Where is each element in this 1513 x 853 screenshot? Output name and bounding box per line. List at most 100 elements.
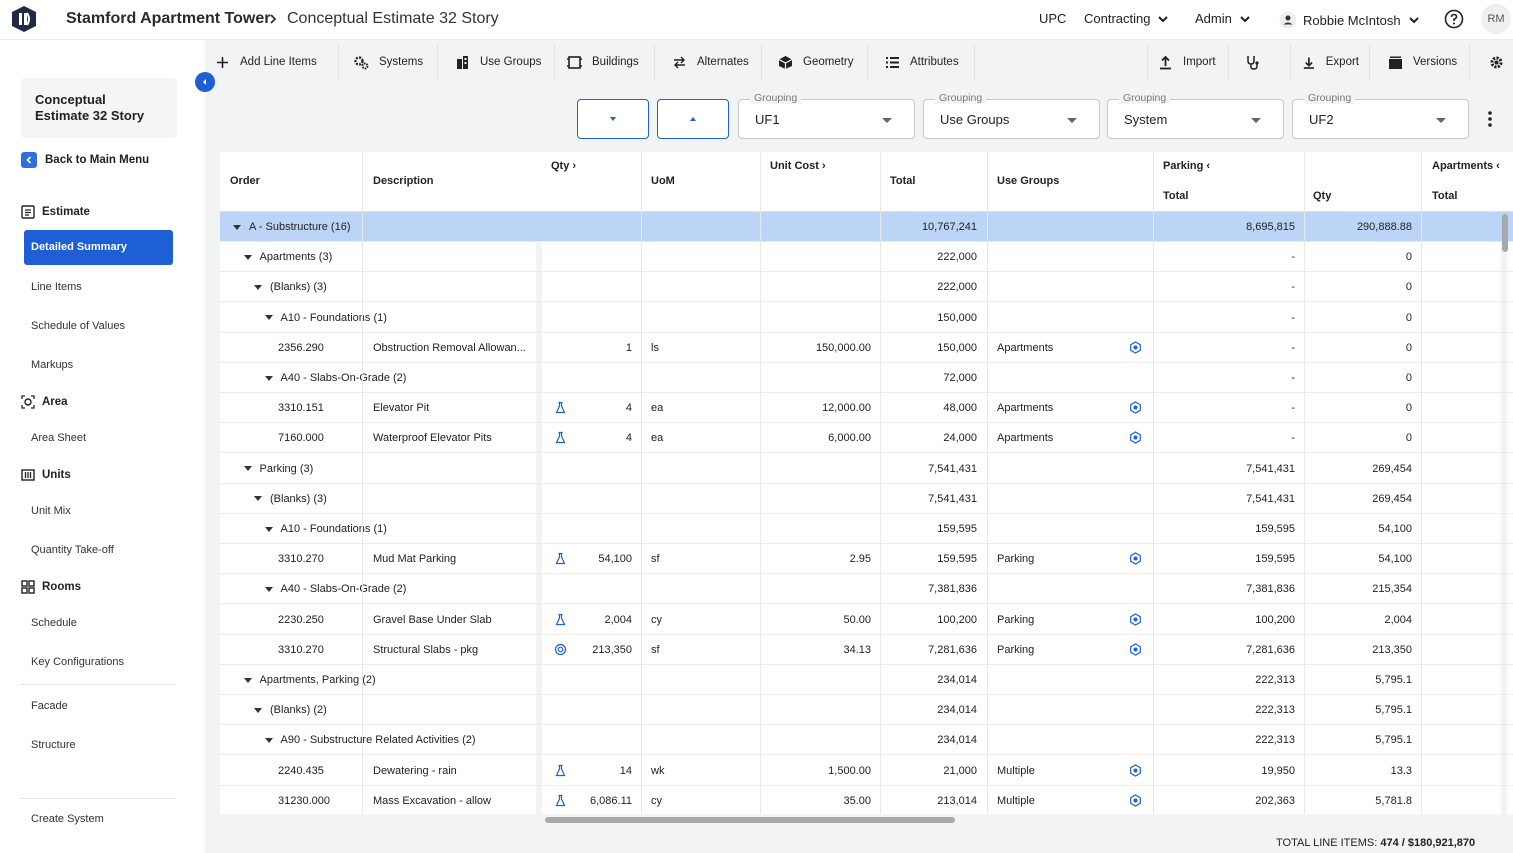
table-row[interactable]: (Blanks) (3) 222,000 - 0 xyxy=(220,272,1513,303)
header-parking-total[interactable]: Total xyxy=(1163,190,1189,202)
sidebar-item-quantity-takeoff[interactable]: Quantity Take-off xyxy=(31,544,114,556)
diagnostics-button[interactable] xyxy=(1235,44,1291,80)
sidebar-item-structure[interactable]: Structure xyxy=(31,739,76,751)
flask-icon[interactable] xyxy=(554,401,567,414)
header-description[interactable]: Description xyxy=(373,175,434,187)
nav-admin[interactable]: Admin xyxy=(1195,11,1252,26)
sidebar-item-line-items[interactable]: Line Items xyxy=(31,281,82,293)
sidebar-item-markups[interactable]: Markups xyxy=(31,359,74,371)
nav-upc[interactable]: UPC xyxy=(1039,11,1066,26)
attributes-button[interactable]: Attributes xyxy=(875,44,975,80)
header-use-groups[interactable]: Use Groups xyxy=(997,175,1060,187)
flask-icon[interactable] xyxy=(554,794,567,807)
alternates-button[interactable]: Alternates xyxy=(662,44,762,80)
cell-order[interactable]: A40 - Slabs-On-Grade (2) xyxy=(264,372,406,384)
header-total[interactable]: Total xyxy=(890,175,916,187)
expand-toggle-icon[interactable] xyxy=(264,315,273,321)
header-apartments[interactable]: Apartments ‹ xyxy=(1432,160,1500,172)
sidebar-item-area-sheet[interactable]: Area Sheet xyxy=(31,432,87,444)
cell-order[interactable]: (Blanks) (2) xyxy=(254,704,327,716)
expand-toggle-icon[interactable] xyxy=(243,254,252,260)
use-group-hex-icon[interactable] xyxy=(1129,341,1142,354)
flask-icon[interactable] xyxy=(554,431,567,444)
grouping-select-1[interactable]: Grouping UF1 xyxy=(738,92,915,139)
breadcrumb-project[interactable]: Stamford Apartment Tower xyxy=(66,10,271,27)
settings-gear-icon[interactable] xyxy=(1489,55,1504,70)
expand-toggle-icon[interactable] xyxy=(233,224,241,230)
table-row[interactable]: A90 - Substructure Related Activities (2… xyxy=(220,725,1513,756)
use-group-hex-icon[interactable] xyxy=(1129,401,1142,414)
table-row[interactable]: (Blanks) (3) 7,541,431 7,541,431 269,454 xyxy=(220,484,1513,514)
table-row[interactable]: A10 - Foundations (1) 150,000 - 0 xyxy=(220,303,1513,333)
create-system-link[interactable]: Create System xyxy=(31,813,104,825)
sort-descending-button[interactable] xyxy=(577,99,649,139)
use-group-hex-icon[interactable] xyxy=(1129,612,1142,626)
cell-order[interactable]: (Blanks) (3) xyxy=(254,493,327,505)
table-row[interactable]: A40 - Slabs-On-Grade (2) 72,000 - 0 xyxy=(220,363,1513,393)
cell-order[interactable]: A90 - Substructure Related Activities (2… xyxy=(264,734,476,746)
sidebar-item-schedule-of-values[interactable]: Schedule of Values xyxy=(31,320,125,332)
cell-order[interactable]: A40 - Slabs-On-Grade (2) xyxy=(264,583,406,595)
table-row[interactable]: 2356.290 Obstruction Removal Allowan... 1 l… xyxy=(220,333,1513,363)
app-logo-icon[interactable] xyxy=(10,5,38,33)
table-row[interactable]: 2240.435 Dewatering - rain 14 wk 1,500.00 21,… xyxy=(220,756,1513,786)
grouping-select-4[interactable]: Grouping UF2 xyxy=(1292,92,1469,139)
section-area[interactable]: Area xyxy=(21,395,68,409)
versions-button[interactable]: Versions xyxy=(1378,44,1470,80)
header-unit-cost[interactable]: Unit Cost › xyxy=(770,160,826,172)
table-row[interactable]: Parking (3) 7,541,431 7,541,431 269,454 xyxy=(220,454,1513,484)
header-parking-qty[interactable]: Qty xyxy=(1313,190,1332,202)
geometry-button[interactable]: Geometry xyxy=(768,44,868,80)
table-row[interactable]: Apartments (3) 222,000 - 0 xyxy=(220,242,1513,273)
export-button[interactable]: Export xyxy=(1292,44,1370,80)
breadcrumb-estimate[interactable]: Conceptual Estimate 32 Story xyxy=(287,10,499,27)
use-groups-button[interactable]: Use Groups xyxy=(445,44,555,80)
back-to-main-menu[interactable]: Back to Main Menu xyxy=(21,152,149,168)
table-row[interactable]: 3310.270 Structural Slabs - pkg 213,350 sf 3… xyxy=(220,635,1513,665)
use-group-hex-icon[interactable] xyxy=(1129,431,1142,445)
nav-contracting[interactable]: Contracting xyxy=(1084,11,1170,26)
use-group-hex-icon[interactable] xyxy=(1129,643,1142,656)
buildings-button[interactable]: Buildings xyxy=(557,44,655,80)
vertical-scrollbar[interactable] xyxy=(1502,214,1508,252)
expand-toggle-icon[interactable] xyxy=(264,586,273,592)
header-qty[interactable]: Qty › xyxy=(551,160,577,172)
expand-toggle-icon[interactable] xyxy=(254,496,262,502)
expand-toggle-icon[interactable] xyxy=(264,375,273,381)
flask-icon[interactable] xyxy=(554,764,567,777)
avatar[interactable]: RM xyxy=(1481,4,1511,34)
table-row[interactable]: A40 - Slabs-On-Grade (2) 7,381,836 7,381,8… xyxy=(220,574,1513,605)
cell-order[interactable]: Apartments (3) xyxy=(243,251,332,263)
cell-order[interactable]: Apartments, Parking (2) xyxy=(243,674,376,686)
header-apartments-total[interactable]: Total xyxy=(1432,190,1458,202)
use-group-hex-icon[interactable] xyxy=(1129,794,1142,807)
flask-icon[interactable] xyxy=(554,552,567,565)
section-units[interactable]: Units xyxy=(21,468,71,482)
expand-toggle-icon[interactable] xyxy=(264,526,273,532)
import-button[interactable]: Import xyxy=(1147,44,1229,80)
use-group-hex-icon[interactable] xyxy=(1129,763,1142,777)
expand-toggle-icon[interactable] xyxy=(254,284,262,290)
sidebar-item-unit-mix[interactable]: Unit Mix xyxy=(31,505,71,517)
cell-order[interactable]: A10 - Foundations (1) xyxy=(264,523,387,535)
sidebar-item-key-configurations[interactable]: Key Configurations xyxy=(31,656,124,668)
table-row[interactable]: 31230.000 Mass Excavation - allow 6,086.11… xyxy=(220,786,1513,814)
cell-order[interactable]: A10 - Foundations (1) xyxy=(264,312,387,324)
cell-order[interactable]: A - Substructure (16) xyxy=(233,221,351,233)
flask-icon[interactable] xyxy=(554,613,567,626)
grouping-select-2[interactable]: Grouping Use Groups xyxy=(923,92,1100,139)
table-row[interactable]: 7160.000 Waterproof Elevator Pits 4 ea 6,000… xyxy=(220,423,1513,454)
table-row[interactable]: A10 - Foundations (1) 159,595 159,595 54,10… xyxy=(220,514,1513,544)
header-order[interactable]: Order xyxy=(230,175,260,187)
expand-toggle-icon[interactable] xyxy=(264,737,273,743)
table-row[interactable]: (Blanks) (2) 234,014 222,313 5,795.1 xyxy=(220,695,1513,726)
collapse-sidebar-button[interactable] xyxy=(195,72,215,92)
section-rooms[interactable]: Rooms xyxy=(21,580,81,594)
sidebar-item-detailed-summary[interactable]: Detailed Summary xyxy=(24,230,173,265)
systems-button[interactable]: Systems xyxy=(344,44,438,80)
table-row[interactable]: Apartments, Parking (2) 234,014 222,313 5,7… xyxy=(220,665,1513,695)
cell-order[interactable]: Parking (3) xyxy=(243,463,313,475)
grouping-select-3[interactable]: Grouping System xyxy=(1107,92,1284,139)
table-row[interactable]: 3310.270 Mud Mat Parking 54,100 sf 2.95 159,5… xyxy=(220,544,1513,575)
use-group-hex-icon[interactable] xyxy=(1129,552,1142,565)
